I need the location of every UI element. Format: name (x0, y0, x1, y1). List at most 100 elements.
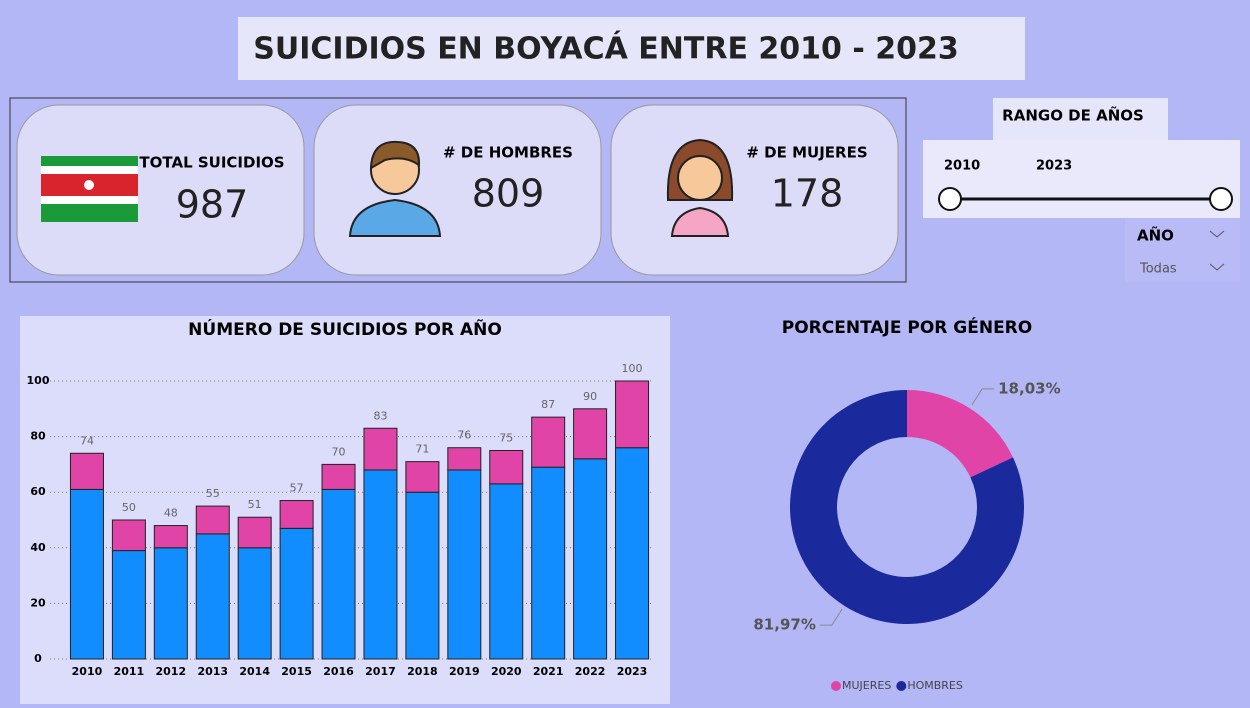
bar-segment (279, 527, 314, 660)
card-value: 987 (176, 183, 249, 227)
bar-segment (447, 469, 482, 660)
card: # DE HOMBRES 809 (313, 104, 602, 276)
chevron[interactable] (1209, 263, 1225, 271)
dropdown-label: AÑO (1137, 226, 1174, 245)
bar-segment (531, 466, 566, 660)
total-label: 48 (164, 507, 178, 520)
y-tick-label: 40 (30, 541, 46, 554)
total-label: 57 (290, 482, 304, 495)
man-icon (348, 140, 442, 237)
leader-line (971, 388, 995, 406)
donut-slice (907, 390, 1013, 478)
card-label: # DE MUJERES (746, 144, 867, 162)
y-tick-label: 0 (34, 652, 42, 665)
x-tick-label: 2011 (114, 665, 145, 678)
total-label: 51 (248, 498, 262, 511)
chevron[interactable] (1209, 230, 1225, 238)
y-tick-label: 80 (30, 430, 46, 443)
total-label: 50 (122, 501, 136, 514)
y-tick-label: 20 (30, 596, 46, 609)
total-label: 70 (332, 445, 346, 458)
bar-segment (111, 550, 146, 660)
bar-segment (69, 488, 104, 660)
kpi-frame (9, 97, 907, 283)
x-tick-label: 2015 (281, 665, 312, 678)
x-tick-label: 2016 (323, 665, 354, 678)
total-label: 90 (583, 390, 597, 403)
data-label: 18,03% (998, 379, 1060, 397)
bar-segment (237, 547, 272, 660)
legend-label: HOMBRES (907, 679, 963, 692)
card-value: 178 (771, 172, 844, 216)
bar-segment (615, 380, 650, 449)
total-label: 55 (206, 487, 220, 500)
bar-segment (363, 427, 398, 471)
bar-segment (573, 458, 608, 660)
total-label: 87 (541, 398, 555, 411)
bar-segment (279, 500, 314, 529)
slider-handle[interactable] (938, 187, 962, 211)
card-value: 809 (472, 172, 545, 216)
total-label: 75 (499, 432, 513, 445)
total-label: 76 (457, 429, 471, 442)
bar-segment (447, 447, 482, 471)
card: # DE MUJERES 178 (610, 104, 899, 276)
x-tick-label: 2017 (365, 665, 396, 678)
card-label: # DE HOMBRES (443, 144, 573, 162)
bar-segment (195, 533, 230, 660)
x-tick-label: 2013 (197, 665, 228, 678)
bar-segment (615, 447, 650, 660)
bar-segment (153, 525, 188, 549)
woman-icon (666, 138, 734, 237)
data-label: 81,97% (753, 616, 815, 634)
x-tick-label: 2020 (491, 665, 522, 678)
slicer-title: RANGO DE AÑOS (1002, 106, 1144, 125)
legend-label: MUJERES (842, 679, 891, 692)
slicer-end: 2023 (1036, 159, 1072, 174)
title-box (238, 17, 1025, 80)
leader-line (819, 608, 843, 626)
slicer-start: 2010 (944, 159, 980, 174)
y-tick-label: 100 (27, 374, 50, 387)
card-box (313, 104, 602, 276)
legend-marker (831, 681, 841, 691)
chart-title: PORCENTAJE POR GÉNERO (782, 316, 1032, 338)
total-label: 74 (80, 434, 94, 447)
bar-segment (363, 469, 398, 660)
total-label: 83 (373, 409, 387, 422)
total-label: 100 (622, 362, 643, 375)
slider-handle[interactable] (1209, 187, 1233, 211)
x-tick-label: 2012 (156, 665, 187, 678)
x-tick-label: 2018 (407, 665, 438, 678)
bar-segment (573, 408, 608, 460)
dashboard-title: SUICIDIOS EN BOYACÁ ENTRE 2010 - 2023 (253, 31, 958, 67)
slicer-box[interactable] (923, 140, 1240, 218)
bar-segment (195, 505, 230, 535)
total-label: 71 (415, 443, 429, 456)
card: TOTAL SUICIDIOS 987 (16, 104, 305, 276)
legend-marker (896, 681, 907, 691)
bar-segment (69, 452, 104, 490)
x-tick-label: 2021 (533, 665, 564, 678)
x-tick-label: 2019 (449, 665, 480, 678)
x-tick-label: 2010 (72, 665, 103, 678)
x-tick-label: 2022 (575, 665, 606, 678)
bar-segment (321, 488, 356, 660)
bar-segment (153, 547, 188, 660)
y-tick-label: 60 (30, 485, 46, 498)
dropdown-value[interactable]: Todas (1139, 262, 1177, 277)
card-label: TOTAL SUICIDIOS (139, 154, 284, 172)
chart-title: NÚMERO DE SUICIDIOS POR AÑO (188, 317, 502, 340)
slicer-tab (993, 98, 1168, 140)
bar-segment (321, 463, 356, 490)
flag-icon (41, 156, 138, 222)
bar-segment (237, 516, 272, 549)
bar-segment (531, 416, 566, 468)
x-tick-label: 2023 (617, 665, 648, 678)
dropdown-box (1125, 218, 1240, 282)
card-box (610, 104, 899, 276)
bar-segment (405, 461, 440, 493)
bar-segment (489, 450, 524, 485)
